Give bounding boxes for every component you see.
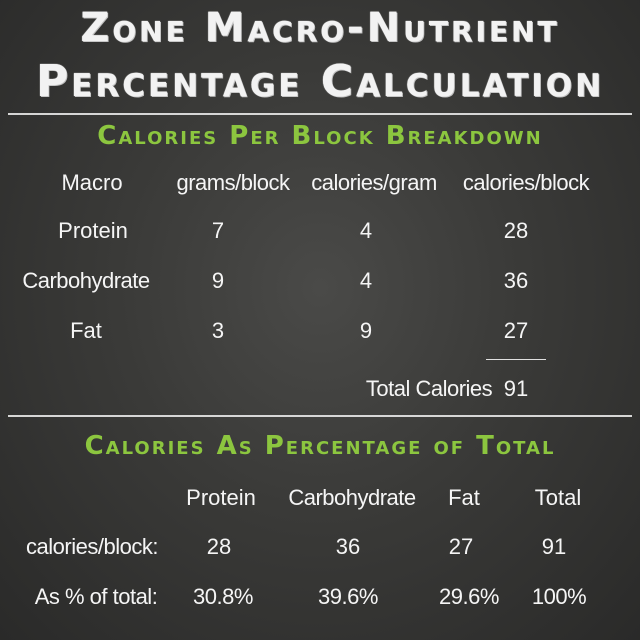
total-calories-value: 91 (503, 376, 529, 401)
header-grams-per-block: grams/block (176, 170, 290, 195)
pct-row1-total: 91 (541, 534, 567, 559)
section1-heading: Calories Per Block Breakdown (97, 121, 543, 151)
pct-row1-carb: 36 (335, 534, 361, 559)
divider-middle (8, 415, 632, 417)
pct-row1-label: calories/block: (26, 534, 158, 559)
row-carb-macro: Carbohydrate (22, 268, 150, 293)
pct-row2-total: 100% (531, 584, 587, 609)
pct-header-protein: Protein (186, 485, 256, 510)
row-carb-cal-per-gram: 4 (359, 268, 373, 293)
pct-row2-fat: 29.6% (439, 584, 499, 609)
pct-header-fat: Fat (448, 485, 480, 510)
row-protein-macro: Protein (58, 218, 128, 243)
pct-header-carbohydrate: Carbohydrate (288, 485, 416, 510)
pct-row1-protein: 28 (206, 534, 232, 559)
divider-top (8, 113, 632, 115)
row-fat-macro: Fat (70, 318, 102, 343)
row-fat-grams: 3 (211, 318, 225, 343)
header-calories-per-gram: calories/gram (311, 170, 437, 195)
row-protein-cal-per-block: 28 (503, 218, 529, 243)
row-carb-cal-per-block: 36 (503, 268, 529, 293)
row-protein-grams: 7 (211, 218, 225, 243)
total-calories-label: Total Calories (365, 376, 493, 401)
section2-heading: Calories As Percentage of Total (84, 431, 556, 461)
title-line-1: Zone Macro-Nutrient (80, 5, 560, 51)
header-macro: Macro (61, 170, 123, 195)
pct-row2-carb: 39.6% (318, 584, 378, 609)
pct-row1-fat: 27 (448, 534, 474, 559)
title-line-2: Percentage Calculation (35, 56, 605, 107)
pct-row2-label: As % of total: (34, 584, 158, 609)
row-fat-cal-per-gram: 9 (359, 318, 373, 343)
header-calories-per-block: calories/block (462, 170, 590, 195)
sum-line (486, 359, 546, 360)
pct-row2-protein: 30.8% (193, 584, 253, 609)
row-carb-grams: 9 (211, 268, 225, 293)
pct-header-total: Total (534, 485, 582, 510)
row-fat-cal-per-block: 27 (503, 318, 529, 343)
row-protein-cal-per-gram: 4 (359, 218, 373, 243)
